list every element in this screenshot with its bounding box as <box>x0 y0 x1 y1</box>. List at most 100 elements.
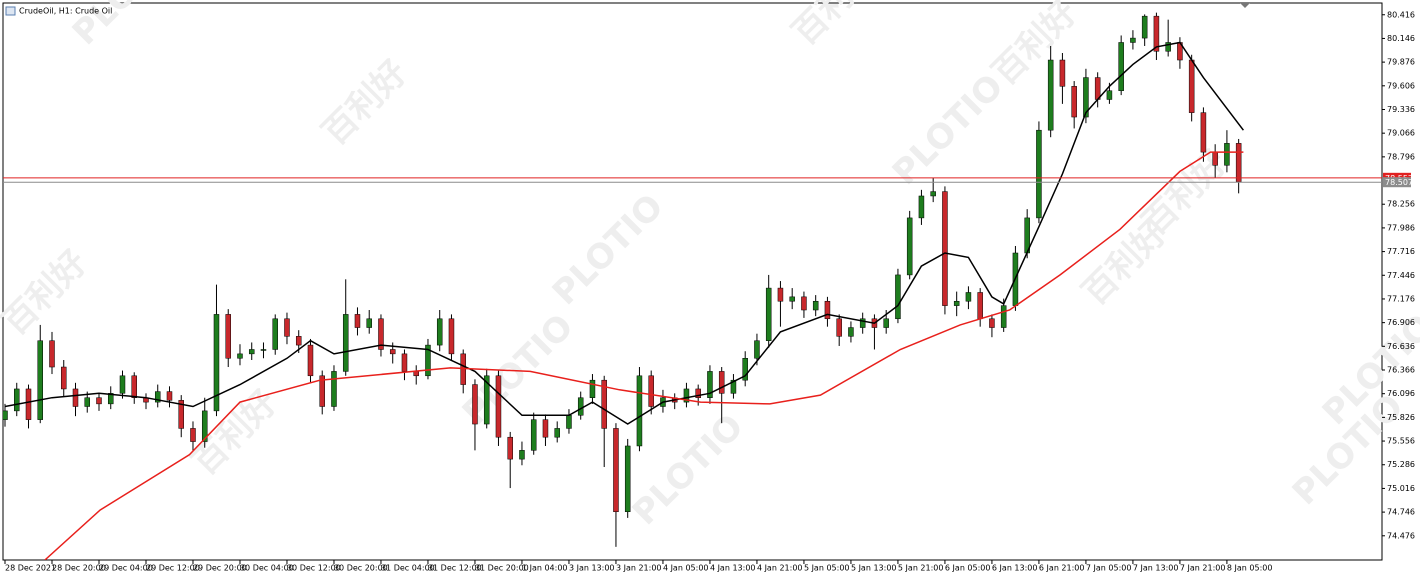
candle-body <box>789 296 795 302</box>
candle-body <box>1212 151 1218 166</box>
candle-body <box>953 300 960 306</box>
candle-body <box>96 397 102 405</box>
x-tick-label: 4 Jan 05:00 <box>663 564 709 573</box>
candle-body <box>566 415 572 429</box>
y-tick-label: 75.556 <box>1387 437 1415 446</box>
candle-body <box>589 379 596 398</box>
candle-body <box>507 436 513 460</box>
candle-body <box>60 366 67 390</box>
x-tick-label: 4 Jan 21:00 <box>757 564 803 573</box>
candle-body <box>977 292 983 320</box>
candle-body <box>483 375 490 425</box>
price-label: 78.507 <box>1385 178 1413 187</box>
x-tick-label: 8 Jan 05:00 <box>1227 564 1273 573</box>
candle-body <box>695 388 701 398</box>
candle-body <box>84 397 90 407</box>
x-tick-label: 6 Jan 21:00 <box>1039 564 1085 573</box>
candle-body <box>1106 90 1113 100</box>
candle-body <box>519 450 525 460</box>
candle-body <box>554 428 560 438</box>
candle-body <box>742 358 748 381</box>
candle-body <box>989 318 995 328</box>
y-tick-label: 77.446 <box>1387 271 1415 280</box>
candle-body <box>378 318 384 350</box>
candle-body <box>848 327 854 337</box>
x-tick-label: 30 Dec 20:00 <box>334 564 388 573</box>
y-tick-label: 74.476 <box>1387 531 1415 540</box>
candle-body <box>942 191 948 306</box>
candle-body <box>284 318 290 337</box>
y-tick-label: 80.146 <box>1387 34 1415 43</box>
candle-body <box>718 371 725 394</box>
x-tick-label: 5 Jan 21:00 <box>898 564 944 573</box>
candle-body <box>448 318 455 355</box>
candle-body <box>166 391 173 401</box>
candle-body <box>401 353 408 372</box>
candle-body <box>3 410 8 420</box>
candle-body <box>965 292 972 302</box>
candle-body <box>613 428 619 513</box>
candle-body <box>272 318 278 350</box>
candle-body <box>1188 59 1195 113</box>
candle-body <box>1235 143 1242 183</box>
candle-body <box>1000 305 1007 328</box>
candle-body <box>201 410 208 442</box>
x-tick-label: 28 Dec 20:00 <box>52 564 106 573</box>
candle-body <box>918 195 925 219</box>
candle-body <box>495 375 502 438</box>
candle-body <box>683 388 690 403</box>
y-tick-label: 76.636 <box>1387 342 1415 351</box>
x-tick-label: 7 Jan 05:00 <box>1086 564 1132 573</box>
candle-body <box>883 318 889 328</box>
candle-body <box>895 274 901 320</box>
x-tick-label: 6 Jan 05:00 <box>945 564 991 573</box>
candle-body <box>131 375 137 398</box>
x-tick-label: 4 Jan 13:00 <box>710 564 756 573</box>
candle-body <box>812 300 819 311</box>
candle-body <box>542 419 549 438</box>
y-tick-label: 76.366 <box>1387 366 1415 375</box>
candle-body <box>824 300 831 320</box>
y-tick-label: 77.986 <box>1387 223 1415 232</box>
candle-body <box>319 375 325 407</box>
candle-body <box>307 344 314 377</box>
candle-body <box>1200 112 1207 153</box>
candle-body <box>801 296 807 311</box>
y-tick-label: 76.096 <box>1387 389 1415 398</box>
x-tick-label: 3 Jan 21:00 <box>616 564 662 573</box>
candle-body <box>1094 77 1101 100</box>
x-tick-label: 29 Dec 12:00 <box>146 564 200 573</box>
plot-frame <box>2 2 1383 561</box>
y-tick-label: 76.906 <box>1387 318 1415 327</box>
symbol-icon <box>5 6 16 16</box>
candle-body <box>436 318 443 346</box>
y-tick-label: 79.066 <box>1387 129 1415 138</box>
candle-body <box>577 397 584 416</box>
y-tick-label: 79.876 <box>1387 58 1415 67</box>
candle-body <box>37 340 43 420</box>
y-tick-label: 78.256 <box>1387 200 1415 209</box>
x-tick-label: 29 Dec 20:00 <box>193 564 247 573</box>
candle-body <box>636 375 643 447</box>
candle-body <box>366 318 372 328</box>
candle-body <box>178 400 184 429</box>
candle-body <box>13 388 20 412</box>
x-tick-label: 30 Dec 04:00 <box>240 564 294 573</box>
x-tick-label: 6 Jan 13:00 <box>992 564 1038 573</box>
candle-body <box>190 428 196 442</box>
y-tick-label: 80.416 <box>1387 10 1415 19</box>
y-tick-label: 79.606 <box>1387 81 1415 90</box>
candle-body <box>730 379 737 394</box>
candle-body <box>707 371 713 398</box>
y-tick-label: 75.286 <box>1387 460 1415 469</box>
x-tick-label: 29 Dec 04:00 <box>99 564 153 573</box>
candle-body <box>354 314 361 328</box>
candle-body <box>754 340 760 359</box>
candle-body <box>25 388 32 420</box>
candle-body <box>648 375 654 407</box>
candle-body <box>49 340 55 368</box>
candle-body <box>213 314 220 412</box>
shift-marker <box>1240 3 1250 8</box>
candle-body <box>225 314 231 359</box>
x-tick-label: 1 Jan 04:00 <box>522 564 568 573</box>
